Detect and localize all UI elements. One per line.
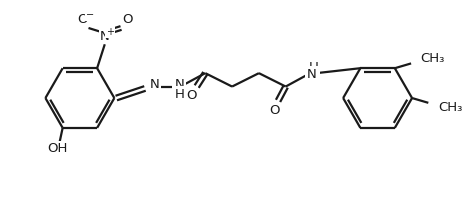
Text: OH: OH [48,142,68,155]
Text: O: O [122,13,133,26]
Text: H: H [174,88,184,101]
Text: N: N [150,78,159,91]
Text: O: O [77,13,88,26]
Text: O: O [269,104,279,117]
Text: N: N [100,30,109,43]
Text: +: + [105,27,113,37]
Text: CH₃: CH₃ [420,52,444,65]
Text: −: − [86,10,94,20]
Text: N: N [174,78,184,91]
Text: N: N [306,68,316,81]
Text: O: O [186,89,197,102]
Text: CH₃: CH₃ [437,101,461,114]
Text: H: H [308,61,318,74]
